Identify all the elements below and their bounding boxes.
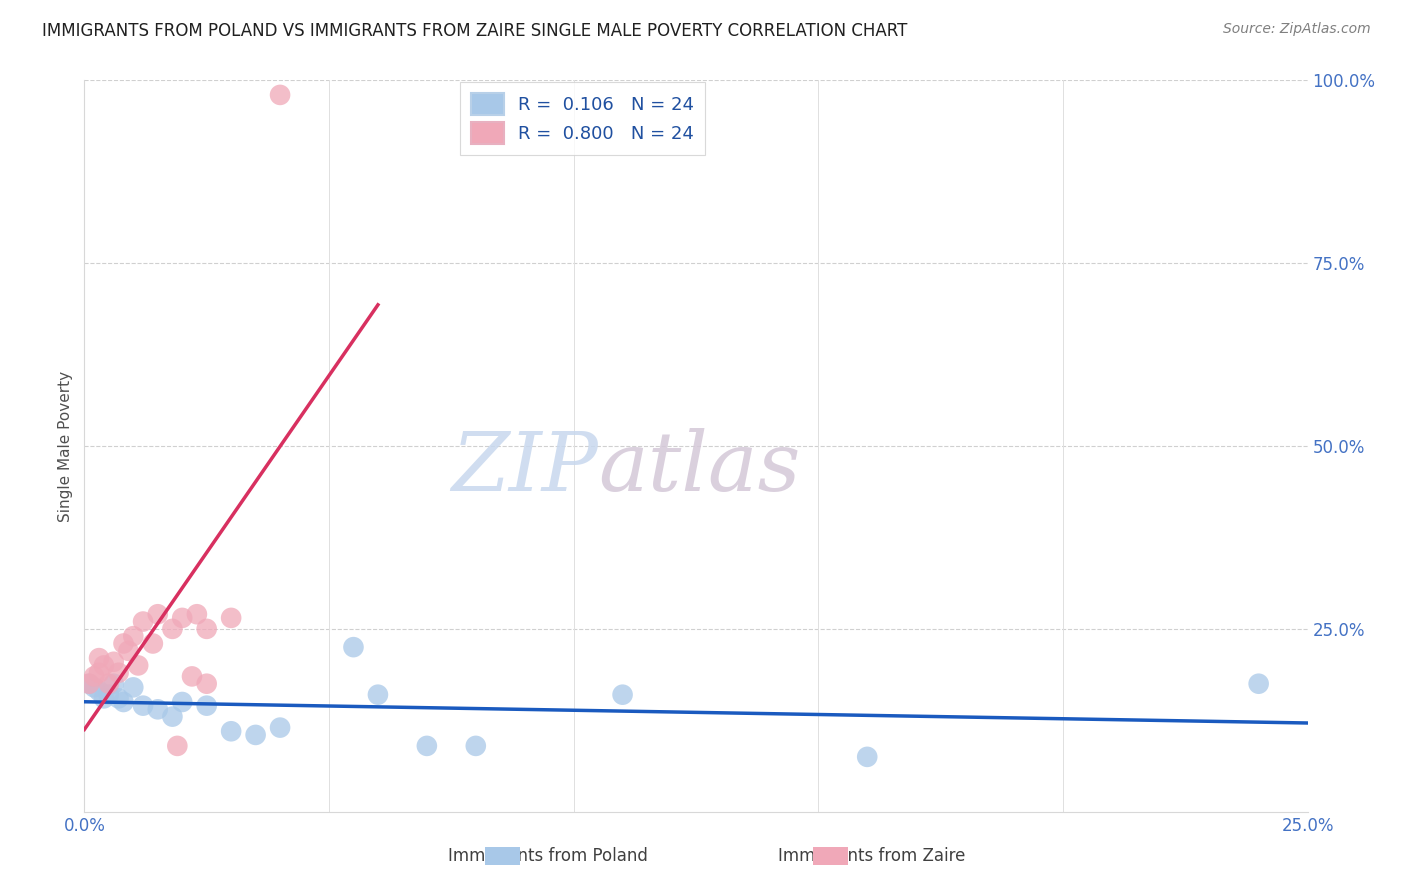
Point	[107, 665, 129, 680]
Point	[122, 629, 145, 643]
Point	[87, 684, 110, 698]
Point	[464, 739, 486, 753]
Point	[83, 681, 105, 695]
Point	[83, 669, 105, 683]
Point	[195, 698, 218, 713]
Point	[146, 702, 169, 716]
Text: ZIP: ZIP	[451, 428, 598, 508]
Text: Source: ZipAtlas.com: Source: ZipAtlas.com	[1223, 22, 1371, 37]
Text: Immigrants from Zaire: Immigrants from Zaire	[778, 847, 966, 865]
Point	[269, 721, 291, 735]
Point	[612, 688, 634, 702]
Point	[1247, 676, 1270, 690]
Point	[77, 676, 100, 690]
Point	[186, 607, 208, 622]
Legend: R =  0.106   N = 24, R =  0.800   N = 24: R = 0.106 N = 24, R = 0.800 N = 24	[460, 82, 704, 155]
Point	[93, 658, 115, 673]
Point	[107, 691, 129, 706]
Point	[93, 691, 115, 706]
Point	[181, 669, 204, 683]
Point	[195, 676, 218, 690]
Point	[219, 611, 242, 625]
Text: IMMIGRANTS FROM POLAND VS IMMIGRANTS FROM ZAIRE SINGLE MALE POVERTY CORRELATION : IMMIGRANTS FROM POLAND VS IMMIGRANTS FRO…	[42, 22, 907, 40]
Point	[132, 615, 155, 629]
Point	[77, 676, 100, 690]
Point	[87, 665, 110, 680]
Point	[342, 640, 364, 655]
Point	[97, 688, 120, 702]
Point	[122, 681, 145, 695]
Point	[172, 695, 194, 709]
Point	[103, 655, 125, 669]
Point	[127, 658, 149, 673]
Point	[117, 644, 139, 658]
Point	[245, 728, 267, 742]
Point	[112, 636, 135, 650]
Point	[146, 607, 169, 622]
Point	[132, 698, 155, 713]
Point	[367, 688, 389, 702]
Point	[416, 739, 439, 753]
Point	[856, 749, 879, 764]
Point	[103, 676, 125, 690]
Point	[162, 709, 184, 723]
Point	[97, 676, 120, 690]
Point	[172, 611, 194, 625]
Text: Immigrants from Poland: Immigrants from Poland	[449, 847, 648, 865]
Y-axis label: Single Male Poverty: Single Male Poverty	[58, 370, 73, 522]
Point	[142, 636, 165, 650]
Point	[219, 724, 242, 739]
Point	[112, 695, 135, 709]
Point	[269, 87, 291, 102]
Point	[195, 622, 218, 636]
Point	[166, 739, 188, 753]
Point	[162, 622, 184, 636]
Point	[87, 651, 110, 665]
Text: atlas: atlas	[598, 428, 800, 508]
